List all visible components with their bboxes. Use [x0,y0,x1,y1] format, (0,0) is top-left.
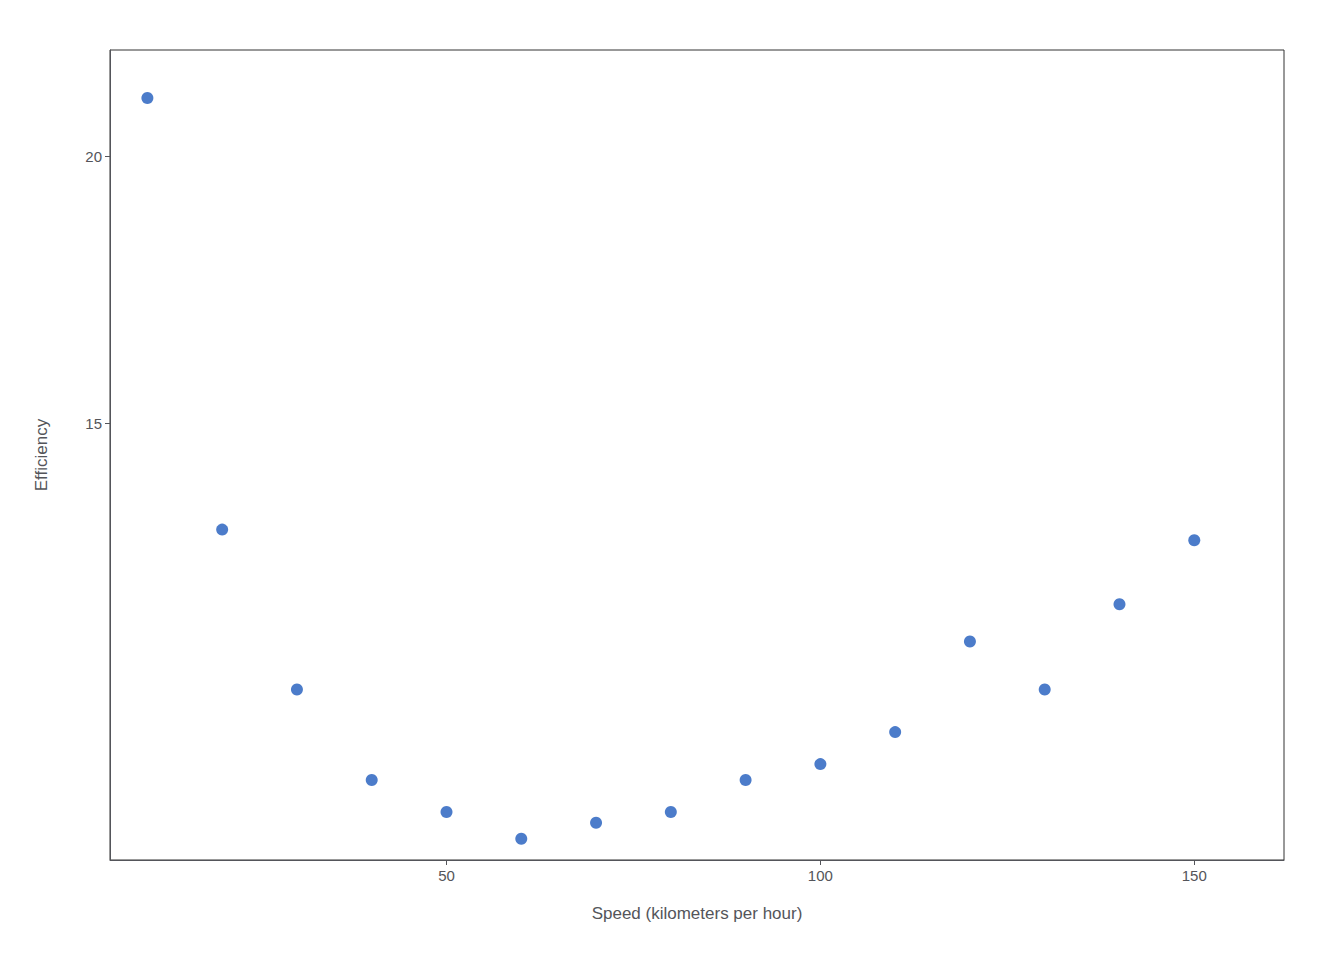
svg-text:100: 100 [808,867,833,884]
svg-text:15: 15 [85,415,102,432]
svg-text:150: 150 [1182,867,1207,884]
svg-text:20: 20 [85,148,102,165]
svg-text:Efficiency: Efficiency [32,418,51,491]
svg-text:Speed (kilometers per hour): Speed (kilometers per hour) [592,904,803,923]
svg-text:50: 50 [438,867,455,884]
